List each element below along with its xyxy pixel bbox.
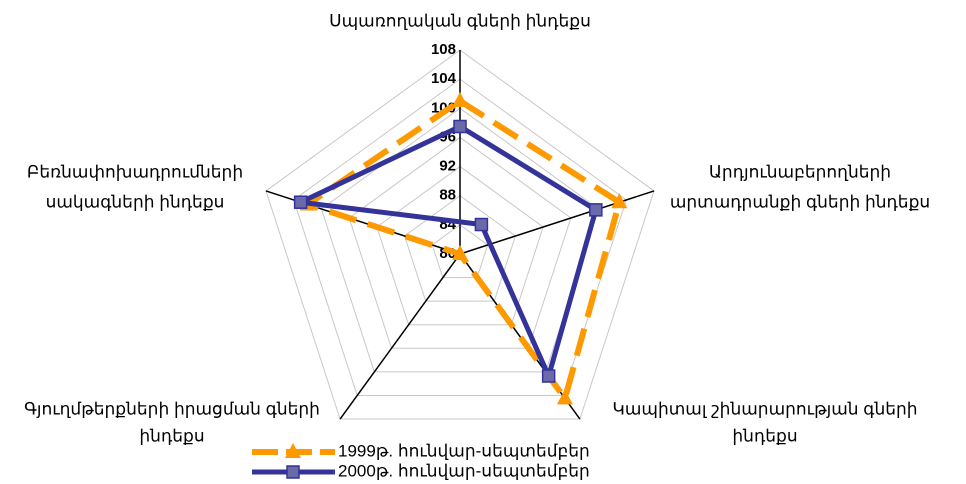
marker	[474, 217, 489, 232]
category-label: ինդեքս	[732, 426, 797, 445]
category-label: սակագների ինդեքս	[46, 192, 225, 211]
category-label: ինդեքս	[139, 426, 204, 445]
grid-line	[431, 224, 489, 279]
y-tick-label: 104	[431, 70, 457, 87]
y-tick-label: 108	[431, 41, 456, 58]
marker	[452, 245, 468, 260]
grid-line	[265, 49, 655, 420]
category-label: Սպառողական գների ինդեքս	[329, 11, 591, 30]
y-tick-label: 88	[439, 187, 456, 204]
axis-line	[339, 253, 461, 420]
grid-line	[293, 78, 627, 396]
marker	[452, 92, 468, 107]
legend-label: 2000թ. հունվար-սեպտեմբեր	[338, 461, 590, 480]
marker	[453, 119, 467, 134]
grid-line	[320, 107, 600, 373]
category-label: Արդյունաբերողների	[709, 162, 891, 181]
marker	[589, 203, 603, 217]
marker	[556, 389, 573, 405]
marker	[293, 195, 308, 209]
category-label: Կապիտալ շինարարության գների	[612, 399, 917, 418]
category-label: արտադրանքի գների ինդեքս	[670, 192, 930, 211]
marker	[541, 369, 556, 383]
marker	[285, 443, 301, 458]
series-line	[298, 124, 599, 379]
series-line	[304, 98, 623, 402]
grid-line	[376, 165, 544, 326]
y-tick-label: 100	[431, 99, 456, 116]
marker	[611, 193, 628, 209]
grid-line	[403, 195, 517, 302]
category-label: Գյուղմթերքների իրացման գների	[24, 399, 320, 418]
grid-line	[348, 136, 572, 349]
legend-label: 1999թ. հունվար-սեպտեմբեր	[338, 441, 590, 460]
category-label: Բեռնափոխադրումների	[27, 162, 243, 181]
y-tick-label: 92	[439, 158, 456, 175]
marker	[286, 465, 300, 479]
